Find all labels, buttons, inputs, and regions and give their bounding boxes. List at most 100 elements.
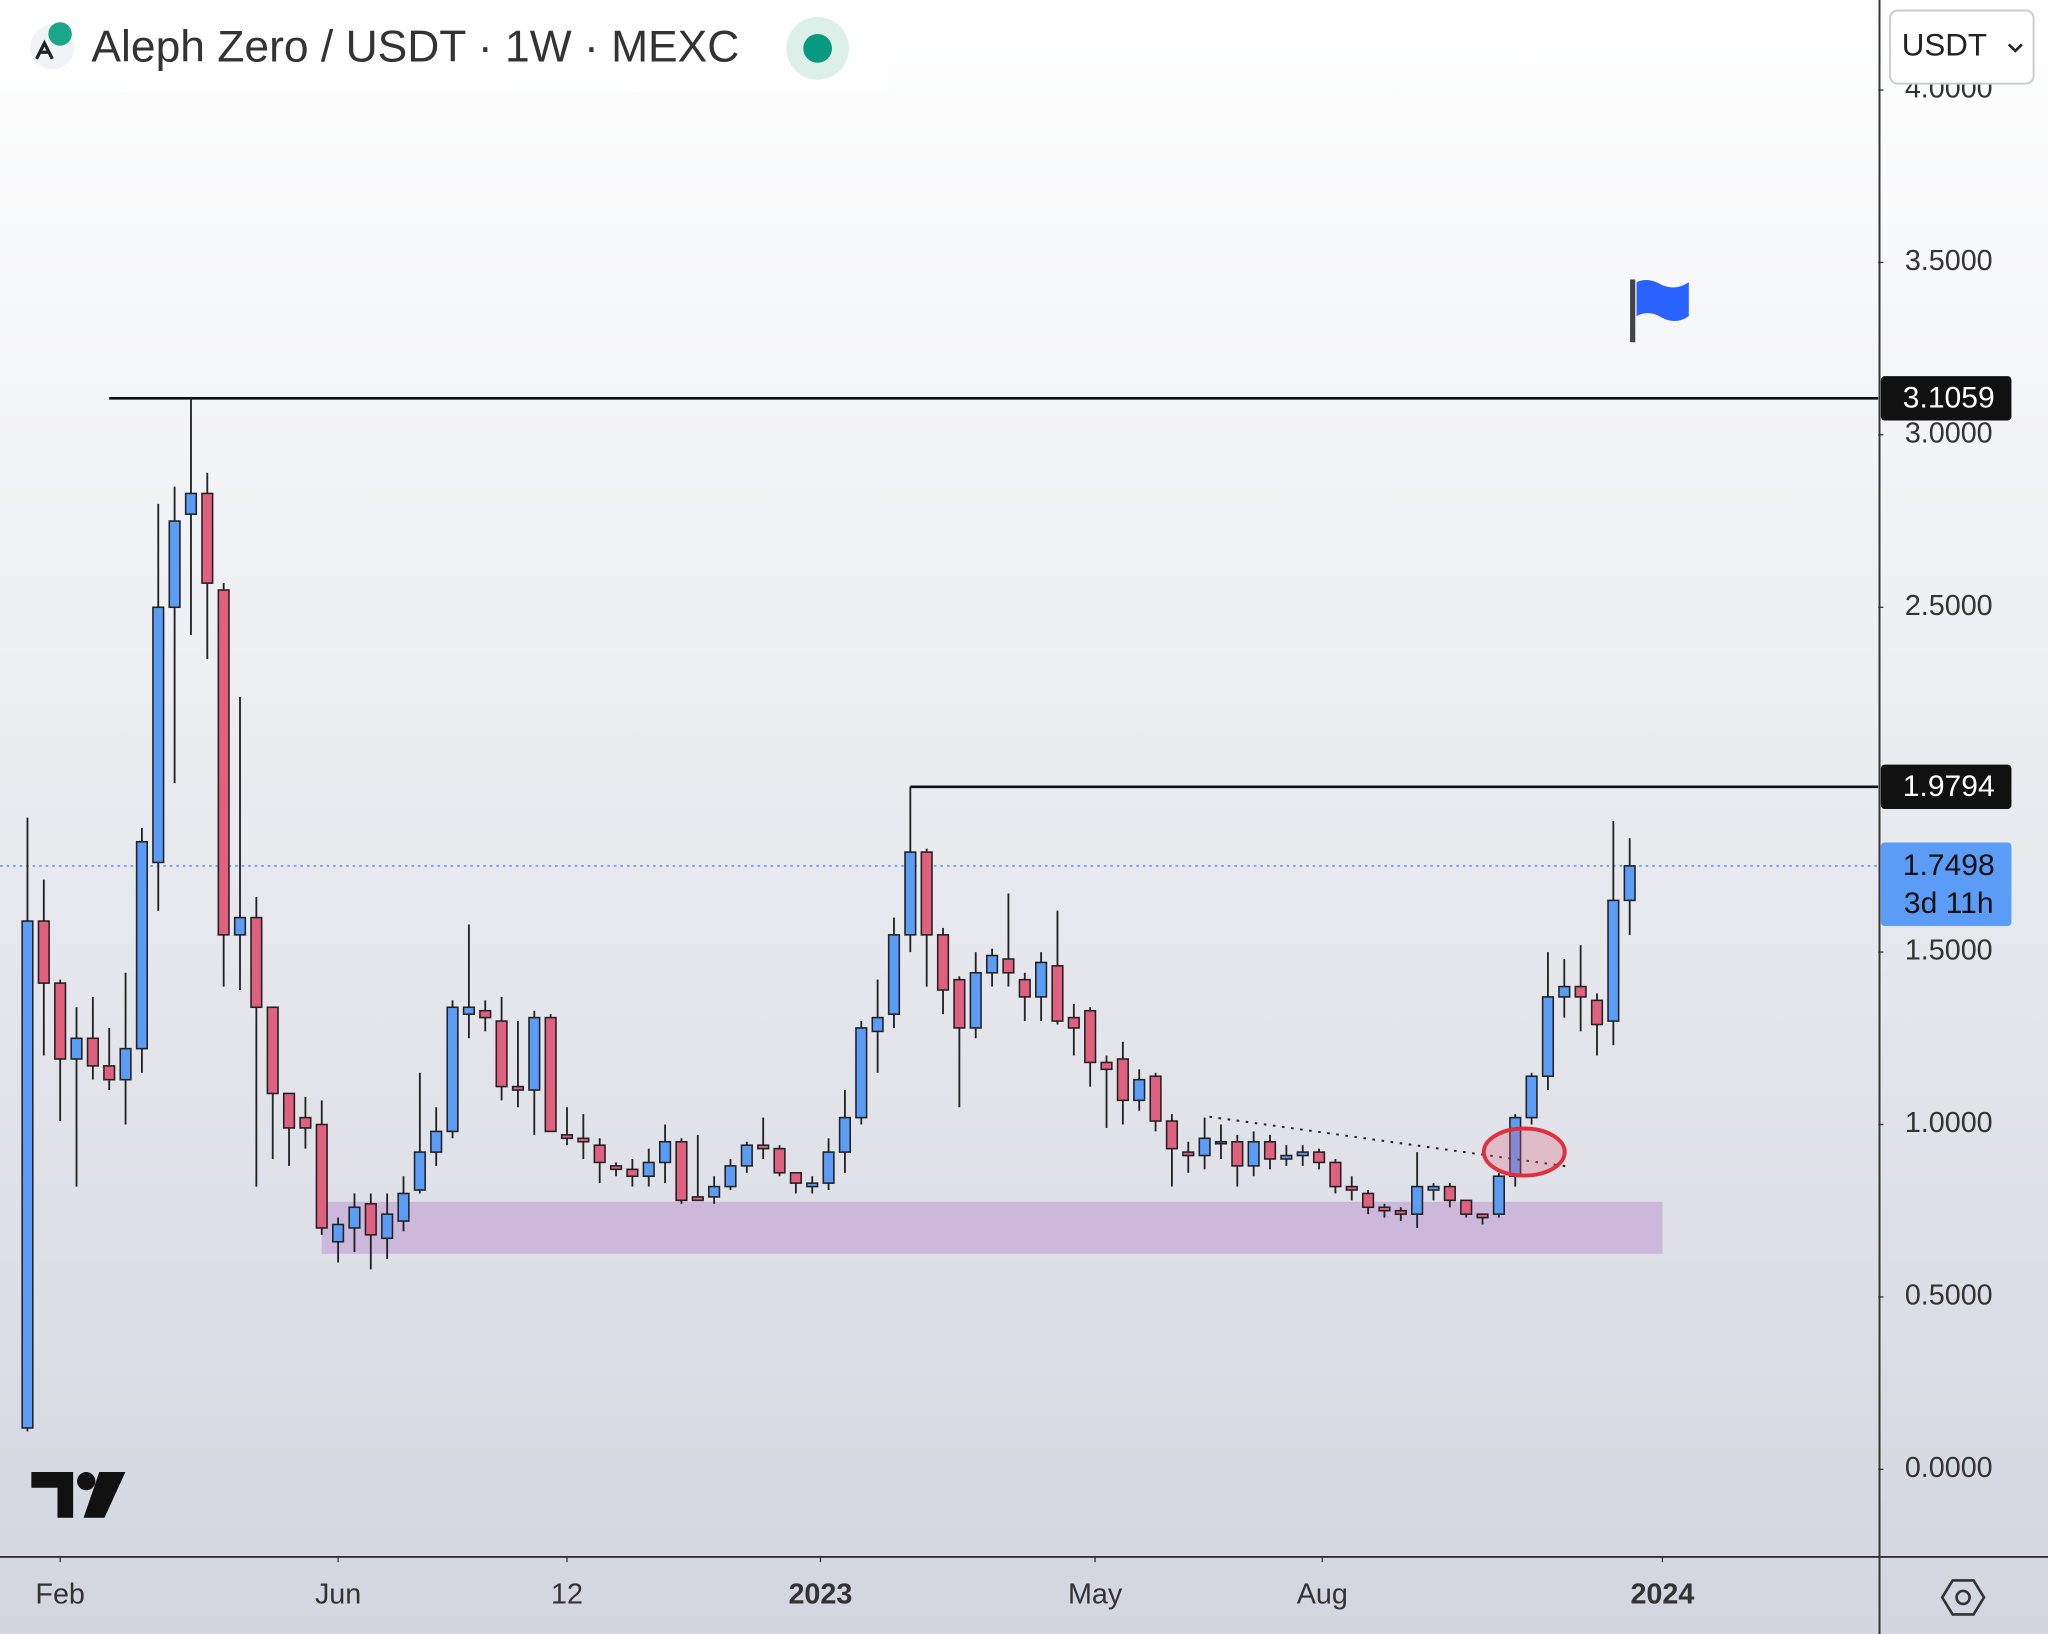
- highlight-ellipse: [1481, 1126, 1567, 1178]
- candle-body: [1476, 1213, 1489, 1219]
- candle-body: [1247, 1140, 1260, 1167]
- support-zone: [321, 1201, 1663, 1254]
- candle-body: [1280, 1154, 1293, 1160]
- candle-body: [168, 520, 181, 609]
- candle-body: [299, 1116, 312, 1129]
- candle-body: [1312, 1151, 1326, 1164]
- settings-icon[interactable]: [1940, 1579, 1986, 1616]
- tradingview-logo: [31, 1472, 126, 1518]
- candle-body: [838, 1116, 852, 1153]
- candle-body: [119, 1047, 132, 1081]
- header-bg: [0, 0, 889, 92]
- candle-body: [184, 492, 198, 515]
- candle-body: [21, 920, 34, 1429]
- candle-body: [1067, 1016, 1080, 1029]
- candle-body: [789, 1171, 802, 1184]
- candle-body: [658, 1140, 672, 1164]
- candle-body: [675, 1140, 688, 1202]
- candle-body: [855, 1027, 868, 1119]
- candle-body: [871, 1016, 884, 1033]
- candle-body: [70, 1037, 83, 1060]
- x-tick-label: 2024: [1630, 1579, 1694, 1611]
- candle-body: [364, 1203, 377, 1236]
- x-tick-label: Feb: [35, 1579, 85, 1611]
- candle-body: [1149, 1075, 1162, 1122]
- candle-body: [1002, 958, 1015, 974]
- x-tick-label: 12: [551, 1579, 583, 1611]
- candle-body: [969, 971, 982, 1029]
- candle-body: [1133, 1078, 1146, 1102]
- candle-body: [462, 1006, 475, 1015]
- candle-body: [1541, 996, 1555, 1078]
- candle-body: [1035, 961, 1048, 998]
- candle-body: [103, 1065, 116, 1081]
- currency-label[interactable]: USDT: [1902, 27, 1987, 62]
- candle-body: [806, 1182, 819, 1188]
- candle-body: [479, 1009, 492, 1019]
- candle-body: [511, 1085, 525, 1091]
- candle-body: [1263, 1140, 1277, 1160]
- candle-body: [773, 1147, 786, 1174]
- candle-body: [250, 916, 263, 1009]
- candle-body: [740, 1144, 753, 1167]
- y-tick-label: 1.0000: [1905, 1107, 1993, 1139]
- candle-body: [528, 1016, 541, 1091]
- candle-body: [1165, 1120, 1179, 1150]
- candle-body: [544, 1016, 557, 1133]
- y-tick-label: 1.5000: [1905, 935, 1993, 967]
- candle-body: [904, 851, 917, 936]
- candle-body: [315, 1123, 328, 1229]
- candle-body: [887, 934, 901, 1015]
- candle-body: [822, 1151, 835, 1184]
- chart-title: Aleph Zero / USDT · 1W · MEXC: [91, 22, 739, 71]
- candle-body: [217, 589, 230, 936]
- candle-body: [1492, 1175, 1505, 1215]
- status-dot: [803, 33, 832, 63]
- candle-body: [1394, 1209, 1407, 1215]
- candle-body: [1427, 1185, 1440, 1191]
- candle-body: [1018, 978, 1031, 998]
- candle-body: [201, 492, 214, 584]
- candle-body: [348, 1206, 361, 1229]
- level-label: 1.9794: [1903, 770, 1995, 803]
- candle-body: [1623, 865, 1636, 902]
- candle-body: [642, 1161, 655, 1178]
- candle-body: [430, 1130, 443, 1153]
- candle-body: [626, 1168, 639, 1178]
- candle-body: [593, 1144, 606, 1164]
- y-tick-label: 3.0000: [1905, 417, 1993, 449]
- candle-body: [920, 851, 933, 936]
- candle-body: [1590, 999, 1604, 1026]
- candle-body: [1329, 1161, 1342, 1188]
- x-tick-label: Aug: [1297, 1579, 1348, 1611]
- level-label: 3.1059: [1903, 382, 1995, 415]
- candle-body: [397, 1192, 410, 1222]
- last-price-label: 1.7498: [1903, 849, 1995, 882]
- candle-body: [936, 934, 950, 991]
- candle-body: [577, 1137, 590, 1143]
- candle-body: [135, 840, 149, 1050]
- candle-body: [1084, 1009, 1097, 1064]
- candle-body: [953, 978, 966, 1029]
- candle-body: [1100, 1061, 1113, 1071]
- candle-body: [1607, 899, 1620, 1022]
- candle-body: [413, 1151, 426, 1191]
- candle-body: [1378, 1206, 1391, 1212]
- candle-body: [1214, 1140, 1228, 1145]
- symbol-icon: [30, 22, 75, 70]
- candle-body: [37, 920, 50, 984]
- candle-body: [1116, 1058, 1129, 1102]
- candle-body: [381, 1213, 394, 1240]
- candle-body: [266, 1006, 279, 1095]
- y-tick-label: 2.5000: [1905, 590, 1993, 622]
- x-tick-label: May: [1068, 1579, 1123, 1611]
- candle-body: [1182, 1151, 1195, 1157]
- countdown-label: 3d 11h: [1904, 887, 1994, 920]
- currency-dropdown[interactable]: USDT: [1888, 9, 2035, 85]
- candle-body: [1460, 1199, 1473, 1215]
- last-price-label-bg: [1880, 842, 2012, 927]
- candle-body: [152, 606, 165, 864]
- y-tick-label: 0.0000: [1905, 1452, 1993, 1484]
